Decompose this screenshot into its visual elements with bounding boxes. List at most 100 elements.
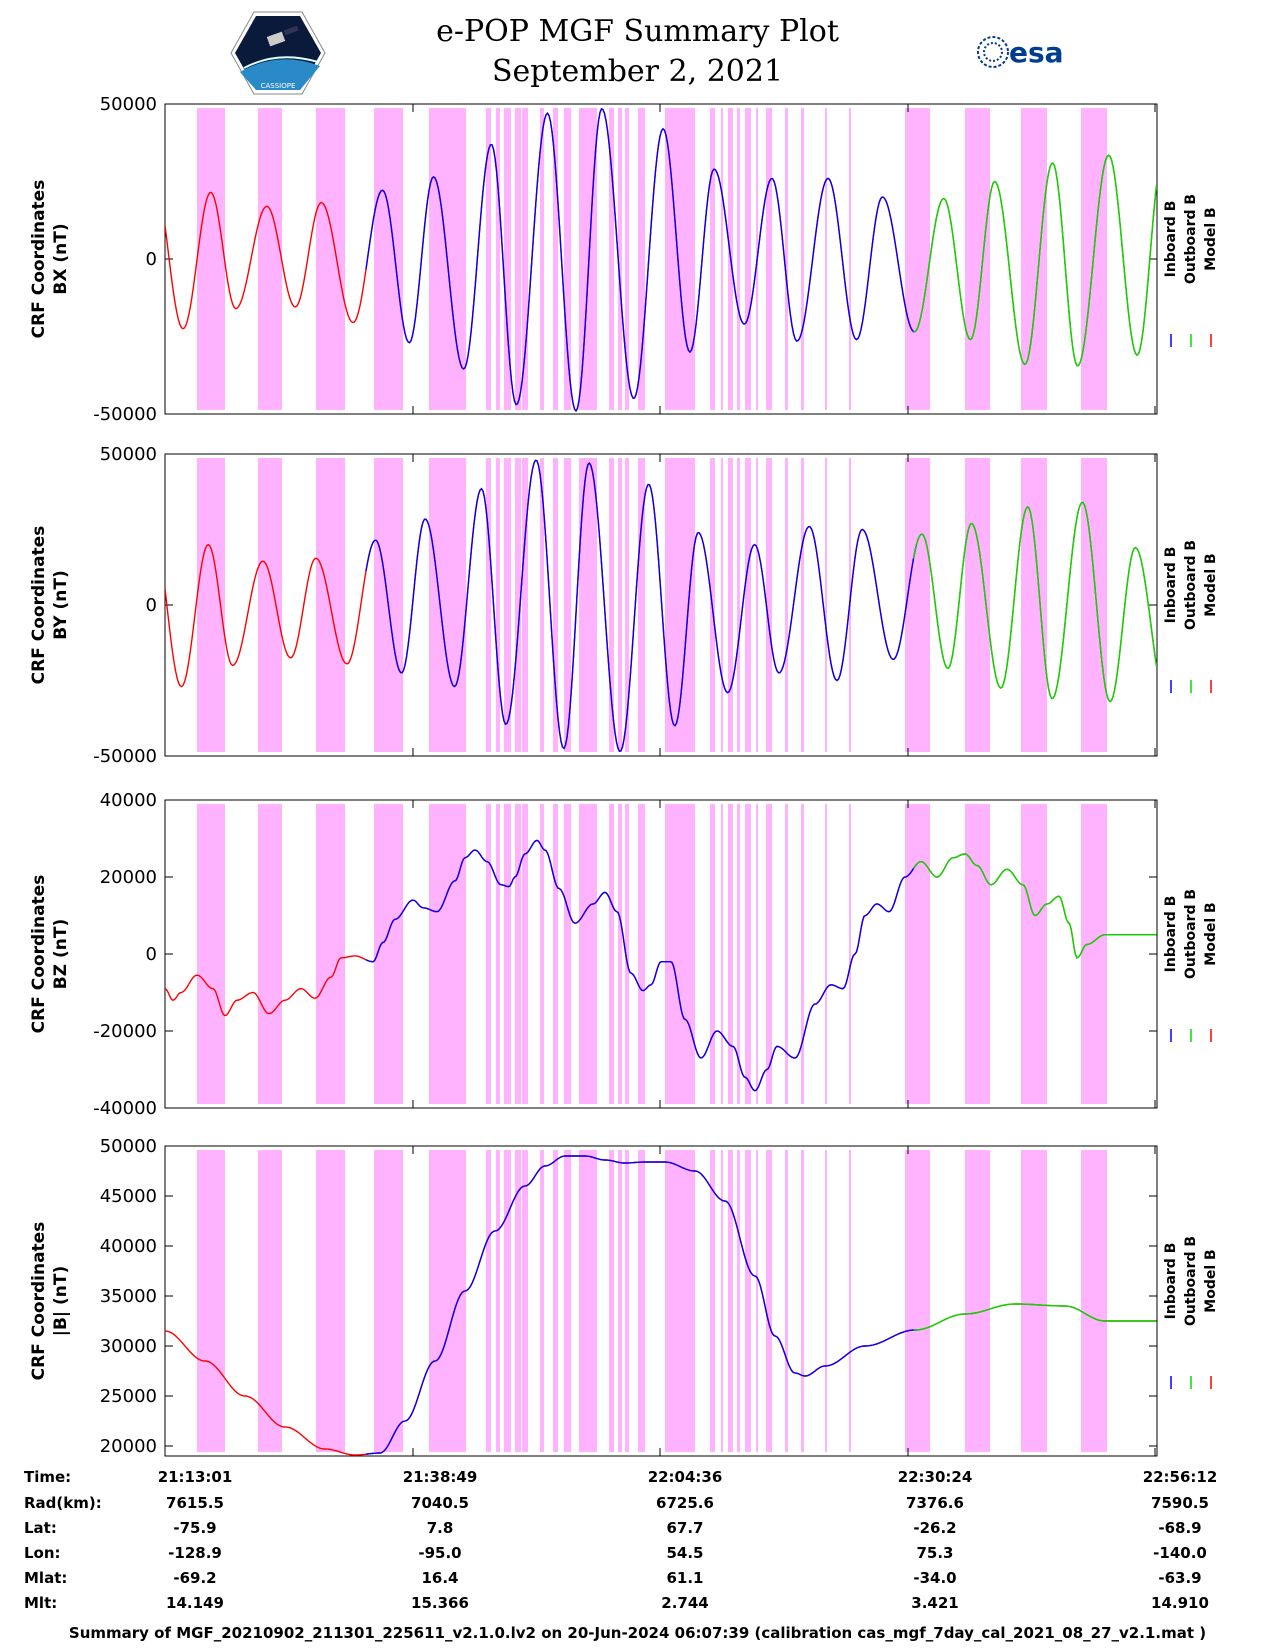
- highlight-band: [496, 458, 500, 752]
- highlight-band: [721, 1150, 723, 1452]
- table-row-label: Lat:: [24, 1519, 57, 1537]
- highlight-band: [625, 804, 629, 1104]
- y-tick-label: 50000: [100, 1136, 157, 1157]
- table-cell: 22:30:24: [897, 1468, 973, 1486]
- highlight-band: [429, 1150, 466, 1452]
- highlight-band: [785, 108, 788, 410]
- highlight-band: [609, 804, 614, 1104]
- highlight-band: [540, 108, 544, 410]
- highlight-band: [564, 108, 571, 410]
- highlight-band: [579, 1150, 597, 1452]
- legend-label: Inboard B: [1163, 547, 1179, 624]
- highlight-band: [540, 804, 544, 1104]
- table-row-label: Mlat:: [24, 1569, 68, 1587]
- outboard-b-line: [913, 154, 1157, 367]
- highlight-band: [625, 108, 629, 410]
- y-axis-label: CRF Coordinates: [29, 875, 49, 1034]
- highlight-band: [737, 458, 740, 752]
- table-cell: 21:38:49: [402, 1468, 478, 1486]
- model-b-line: [165, 1155, 1157, 1456]
- table-cell: -69.2: [173, 1569, 217, 1587]
- highlight-band: [801, 458, 804, 752]
- model-b-line: [165, 839, 1157, 1092]
- table-cell: -63.9: [1158, 1569, 1202, 1587]
- highlight-band: [766, 458, 772, 752]
- highlight-band: [618, 804, 622, 1104]
- legend-label: Model B: [1203, 207, 1219, 270]
- y-axis-label: BX (nT): [51, 223, 71, 294]
- legend-label: Model B: [1203, 1249, 1219, 1312]
- data-series: [165, 1155, 1157, 1456]
- highlight-band: [504, 1150, 511, 1452]
- legend-label: Outboard B: [1183, 540, 1199, 630]
- table-row-label: Lon:: [24, 1544, 61, 1562]
- y-axis-label: CRF Coordinates: [29, 180, 49, 339]
- y-tick-label: 40000: [100, 1236, 157, 1257]
- highlight-band: [486, 804, 491, 1104]
- y-axis-label: BY (nT): [51, 570, 71, 640]
- y-tick-label: 50000: [100, 94, 157, 115]
- table-cell: -95.0: [418, 1544, 462, 1562]
- data-series: [165, 107, 1157, 413]
- highlight-band: [504, 804, 511, 1104]
- y-tick-label: 0: [146, 249, 157, 270]
- highlight-band: [504, 108, 511, 410]
- highlight-band: [1021, 108, 1047, 410]
- highlight-band: [579, 108, 597, 410]
- highlight-band: [515, 458, 521, 752]
- y-axis-label: CRF Coordinates: [29, 526, 49, 685]
- highlight-band: [553, 804, 558, 1104]
- legend-label: Model B: [1203, 902, 1219, 965]
- highlight-band: [905, 804, 930, 1104]
- highlight-band: [721, 108, 723, 410]
- highlight-band: [665, 1150, 695, 1452]
- highlight-band: [638, 108, 645, 410]
- highlight-band: [609, 1150, 614, 1452]
- highlight-band: [745, 804, 751, 1104]
- highlight-band: [579, 458, 597, 752]
- highlight-band: [721, 458, 723, 752]
- plot-date: September 2, 2021: [491, 54, 784, 89]
- y-tick-label: 0: [146, 595, 157, 616]
- highlight-band: [618, 458, 622, 752]
- highlight-band: [486, 108, 491, 410]
- highlight-band: [801, 1150, 804, 1452]
- highlight-band: [197, 108, 225, 410]
- legend-label: Inboard B: [1163, 201, 1179, 278]
- highlight-band: [825, 458, 827, 752]
- legend-label: Inboard B: [1163, 1243, 1179, 1320]
- highlight-band: [515, 108, 521, 410]
- y-axis-label: |B| (nT): [51, 1266, 71, 1337]
- legend-label: Outboard B: [1183, 194, 1199, 284]
- highlight-band: [1021, 1150, 1047, 1452]
- highlight-band: [766, 108, 772, 410]
- y-axis-label: CRF Coordinates: [29, 1222, 49, 1381]
- highlight-band: [540, 458, 544, 752]
- highlight-band: [522, 458, 528, 752]
- esa-logo: esa: [977, 36, 1064, 69]
- cassiope-logo: CASSIOPE: [230, 11, 326, 95]
- plot-frame: [164, 453, 1158, 757]
- table-cell: 61.1: [666, 1569, 704, 1587]
- highlight-band: [496, 1150, 500, 1452]
- inboard-b-line: [365, 107, 917, 413]
- legend-label: Outboard B: [1183, 1236, 1199, 1326]
- table-cell: -68.9: [1158, 1519, 1202, 1537]
- table-cell: 16.4: [421, 1569, 459, 1587]
- highlight-band: [665, 804, 695, 1104]
- highlight-band: [258, 1150, 282, 1452]
- highlight-band: [496, 108, 500, 410]
- highlight-band: [638, 458, 645, 752]
- highlight-band: [728, 804, 733, 1104]
- table-cell: 21:13:01: [157, 1468, 233, 1486]
- highlight-band: [522, 804, 528, 1104]
- highlight-band: [609, 108, 614, 410]
- highlight-band: [801, 108, 804, 410]
- y-tick-label: 25000: [100, 1386, 157, 1407]
- highlight-band: [258, 458, 282, 752]
- y-tick-label: -50000: [93, 404, 157, 425]
- y-axis-label: BZ (nT): [51, 919, 71, 989]
- data-series: [165, 839, 1157, 1092]
- table-row-label: Mlt:: [24, 1594, 58, 1612]
- table-cell: 54.5: [666, 1544, 704, 1562]
